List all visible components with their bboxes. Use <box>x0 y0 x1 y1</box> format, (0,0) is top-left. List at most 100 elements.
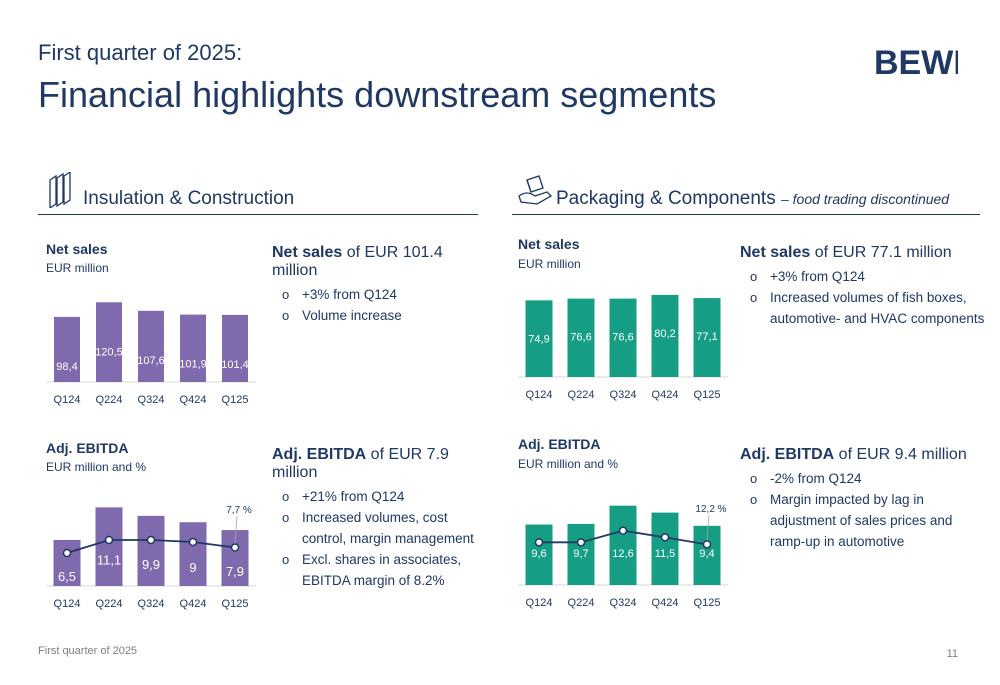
x-tick-label: Q424 <box>652 597 679 609</box>
bullet-item: -2% from Q124 <box>740 468 980 489</box>
bar <box>609 505 637 585</box>
margin-leader <box>234 515 238 544</box>
bar <box>96 302 122 382</box>
packaging-title-text: Packaging & Components <box>556 188 776 209</box>
margin-label: 12,2 % <box>695 504 726 515</box>
pc-sales-summary: Net sales of EUR 77.1 million +3% from Q… <box>740 244 985 329</box>
ic-ebitda-chart: 6,5 Q124 11,1 Q224 9,9 Q324 9 Q424 7,9 Q125 7,7 % <box>46 505 256 610</box>
bewi-logo: BEWI <box>874 44 963 83</box>
x-tick-label: Q124 <box>526 389 553 401</box>
margin-point <box>702 540 712 549</box>
x-tick-label: Q224 <box>96 394 123 406</box>
data-label: 98,4 <box>56 361 77 373</box>
data-label: 9,6 <box>531 548 546 560</box>
data-label: 101,9 <box>179 359 207 371</box>
pc-ebitda-chart: 9,6 Q124 9,7 Q224 12,6 Q324 11,5 Q424 9,4 Q125 12,… <box>518 504 728 609</box>
pc-sales-chart: 74,9 Q124 76,6 Q224 76,6 Q324 80,2 Q424 77,1 Q125 <box>518 294 728 401</box>
ic-sales-rest: of EUR 101.4 million <box>272 244 443 279</box>
bar <box>525 300 553 377</box>
x-tick-label: Q125 <box>222 598 249 610</box>
x-tick-label: Q224 <box>96 598 123 610</box>
ic-ebitda-label: Adj. EBITDA <box>272 446 367 463</box>
ic-ebitda-chart-subtitle: EUR million and % <box>46 460 147 474</box>
data-label: 9,9 <box>142 557 160 572</box>
ic-sales-summary: Net sales of EUR 101.4 million +3% from … <box>272 244 482 326</box>
x-tick-label: Q224 <box>568 597 595 609</box>
packaging-divider <box>512 214 980 215</box>
data-label: 76,6 <box>612 332 633 344</box>
margin-point <box>62 548 72 558</box>
x-tick-label: Q324 <box>138 394 165 406</box>
x-tick-label: Q125 <box>222 394 249 406</box>
pc-ebitda-chart-title: Adj. EBITDA <box>518 436 601 452</box>
data-label: 11,1 <box>97 553 121 568</box>
x-tick-label: Q324 <box>610 597 637 609</box>
ic-ebitda-summary: Adj. EBITDA of EUR 7.9 million +21% from… <box>272 446 482 591</box>
data-label: 120,5 <box>95 346 123 358</box>
bullet-item: Margin impacted by lag in adjustment of … <box>740 489 980 552</box>
ic-sales-chart: 98,4 Q124 120,5 Q224 107,6 Q324 101,9 Q424 101,4… <box>46 302 256 406</box>
bullet-item: Increased volumes, cost control, margin … <box>272 507 482 549</box>
bar <box>179 522 207 586</box>
bar <box>138 310 164 382</box>
margin-point <box>146 535 156 545</box>
x-tick-label: Q125 <box>694 597 721 609</box>
insulation-divider <box>38 214 478 215</box>
ic-sales-chart-subtitle: EUR million <box>46 261 109 275</box>
x-tick-label: Q324 <box>610 389 637 401</box>
data-label: 9 <box>189 560 196 575</box>
data-label: 6,5 <box>58 569 76 584</box>
pc-sales-chart-title: Net sales <box>518 236 580 252</box>
margin-point <box>104 535 114 545</box>
bar <box>222 314 248 382</box>
bar <box>54 316 80 382</box>
x-tick-label: Q125 <box>694 389 721 401</box>
pc-ebitda-summary: Adj. EBITDA of EUR 9.4 million -2% from … <box>740 446 980 552</box>
bar <box>180 314 206 382</box>
packaging-subtitle: – food trading discontinued <box>780 191 950 207</box>
page-number: 11 <box>946 648 958 660</box>
bar <box>95 507 123 586</box>
margin-label: 7,7 % <box>226 505 252 516</box>
bar <box>525 524 553 585</box>
bar <box>609 298 637 377</box>
margin-point <box>660 533 670 542</box>
bullet-item: Increased volumes of fish boxes, automot… <box>740 287 985 329</box>
bullet-item: +3% from Q124 <box>272 284 482 305</box>
bar <box>567 523 595 585</box>
x-tick-label: Q424 <box>652 389 679 401</box>
ic-ebitda-chart-title: Adj. EBITDA <box>46 440 129 456</box>
pc-ebitda-rest: of EUR 9.4 million <box>834 446 967 463</box>
x-tick-label: Q124 <box>54 598 81 610</box>
bar <box>137 515 165 586</box>
data-label: 74,9 <box>528 333 549 345</box>
x-tick-label: Q224 <box>568 389 595 401</box>
data-label: 12,6 <box>612 548 633 560</box>
building-panels-icon <box>46 170 74 213</box>
box-hand-icon <box>517 174 553 213</box>
bullet-item: Excl. shares in associates, EBITDA margi… <box>272 549 482 591</box>
pc-sales-rest: of EUR 77.1 million <box>810 244 952 261</box>
bullet-item: +3% from Q124 <box>740 266 985 287</box>
bullet-item: Volume increase <box>272 305 482 326</box>
ic-sales-chart-title: Net sales <box>46 241 108 257</box>
ic-ebitda-rest: of EUR 7.9 million <box>272 446 449 481</box>
bar <box>651 512 679 585</box>
data-label: 11,5 <box>655 548 676 560</box>
bullet-item: +21% from Q124 <box>272 486 482 507</box>
margin-leader <box>706 514 710 541</box>
x-tick-label: Q124 <box>526 597 553 609</box>
data-label: 107,6 <box>137 355 165 367</box>
margin-point <box>534 538 544 547</box>
margin-point <box>576 538 586 547</box>
margin-point <box>618 526 628 535</box>
ic-sales-label: Net sales <box>272 244 343 261</box>
data-label: 77,1 <box>696 331 717 343</box>
data-label: 101,4 <box>221 359 249 371</box>
data-label: 80,2 <box>654 328 675 340</box>
x-tick-label: Q424 <box>180 394 207 406</box>
slide-title: Financial highlights downstream segments <box>38 74 717 115</box>
footer-text: First quarter of 2025 <box>38 645 138 657</box>
bar <box>53 539 81 586</box>
data-label: 9,4 <box>699 548 714 560</box>
